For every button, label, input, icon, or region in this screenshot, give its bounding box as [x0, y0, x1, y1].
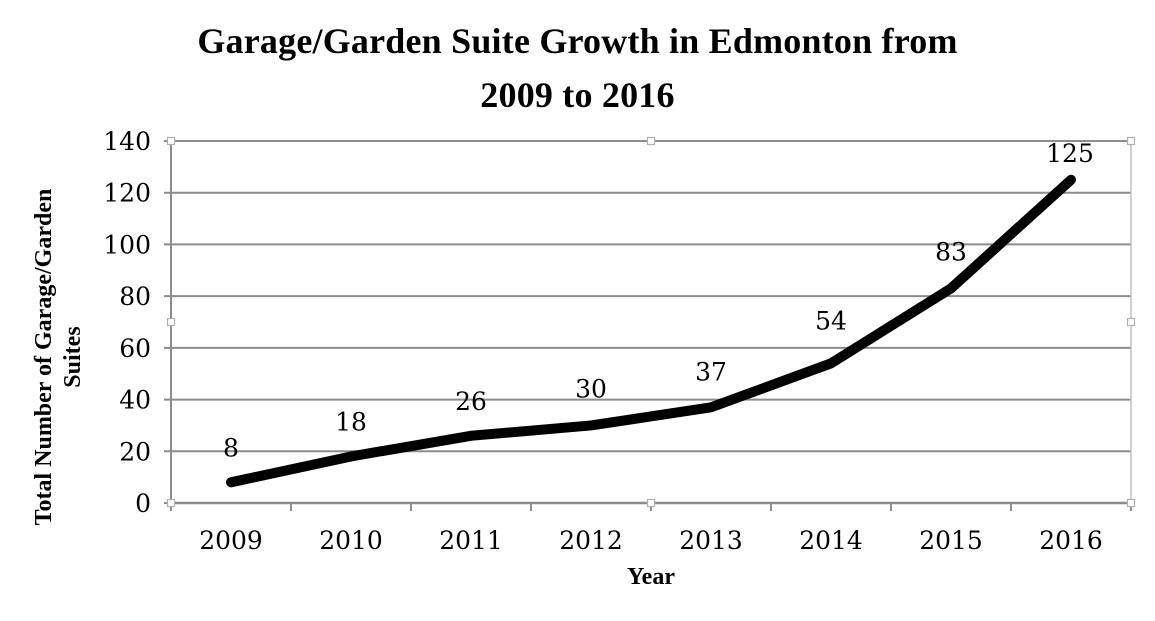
x-tick-label: 2010	[319, 526, 383, 555]
x-axis-label: Year	[627, 564, 675, 590]
chart-title: Garage/Garden Suite Growth in Edmonton f…	[0, 14, 1155, 122]
x-tick-label: 2009	[199, 526, 263, 555]
y-tick-label: 40	[119, 386, 151, 415]
x-tick-label: 2015	[919, 526, 983, 555]
selection-handle	[1126, 136, 1136, 146]
x-tick-label: 2011	[439, 526, 503, 555]
selection-handle	[646, 136, 656, 146]
selection-handle	[166, 317, 176, 327]
y-tick-label: 80	[119, 282, 151, 311]
selection-handle	[1126, 317, 1136, 327]
y-tick-label: 120	[103, 179, 151, 208]
data-label: 37	[695, 357, 727, 386]
selection-handle	[646, 498, 656, 508]
y-tick-label: 140	[103, 127, 151, 156]
data-label: 54	[815, 306, 847, 335]
y-tick-label: 60	[119, 334, 151, 363]
selection-handle	[166, 498, 176, 508]
y-tick-label: 100	[103, 230, 151, 259]
data-label: 26	[455, 387, 487, 416]
data-label: 30	[575, 374, 607, 403]
selection-handle	[166, 136, 176, 146]
chart-title-line-2: 2009 to 2016	[480, 75, 675, 115]
y-tick-label: 0	[135, 489, 151, 518]
data-label: 18	[335, 407, 367, 436]
data-label: 125	[1046, 139, 1094, 168]
data-label: 83	[935, 237, 967, 266]
selection-handle	[1126, 498, 1136, 508]
y-tick-label: 20	[119, 437, 151, 466]
x-tick-label: 2016	[1039, 526, 1103, 555]
x-tick-label: 2012	[559, 526, 623, 555]
chart-title-line-1: Garage/Garden Suite Growth in Edmonton f…	[197, 21, 958, 61]
x-tick-label: 2013	[679, 526, 743, 555]
data-label: 8	[223, 433, 239, 462]
data-series-line	[226, 174, 1076, 488]
x-tick-label: 2014	[799, 526, 863, 555]
